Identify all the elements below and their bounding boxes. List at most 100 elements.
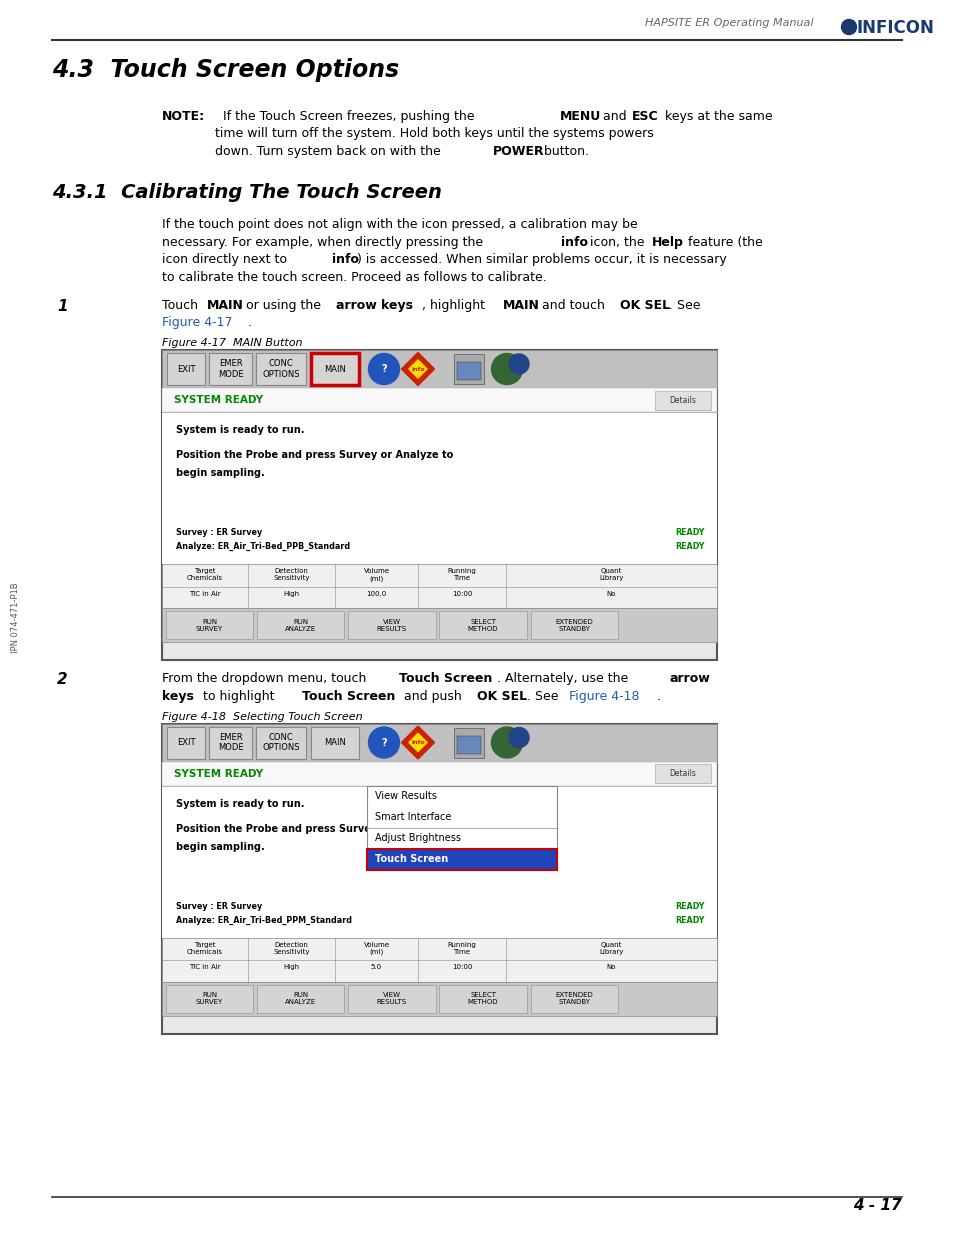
Text: NOTE:: NOTE: xyxy=(162,110,205,124)
Bar xyxy=(655,764,710,783)
Text: TIC in Air: TIC in Air xyxy=(189,590,220,597)
Polygon shape xyxy=(409,359,427,378)
Bar xyxy=(166,611,253,638)
Text: Quant
Library: Quant Library xyxy=(598,568,623,580)
Text: button.: button. xyxy=(539,144,588,158)
Text: begin sampling.: begin sampling. xyxy=(175,468,265,478)
Text: Detection
Sensitivity: Detection Sensitivity xyxy=(273,568,310,580)
Text: 5.0: 5.0 xyxy=(371,965,381,971)
Circle shape xyxy=(491,727,522,758)
Circle shape xyxy=(368,353,399,384)
Text: EXTENDED
STANDBY: EXTENDED STANDBY xyxy=(555,992,593,1005)
Bar xyxy=(167,726,205,758)
Text: Running
Time: Running Time xyxy=(447,941,476,955)
Text: 4.3.1  Calibrating The Touch Screen: 4.3.1 Calibrating The Touch Screen xyxy=(52,183,441,203)
Text: 4.3  Touch Screen Options: 4.3 Touch Screen Options xyxy=(52,58,399,82)
Bar xyxy=(439,984,526,1013)
Text: 10:00: 10:00 xyxy=(452,965,472,971)
Bar xyxy=(162,412,717,564)
Text: arrow: arrow xyxy=(668,672,709,685)
Text: Details: Details xyxy=(669,769,696,778)
Text: INFICON: INFICON xyxy=(855,19,933,37)
Text: info: info xyxy=(332,253,358,266)
Bar xyxy=(162,564,717,608)
Text: READY: READY xyxy=(675,915,704,925)
Text: System is ready to run.: System is ready to run. xyxy=(175,799,304,809)
Text: READY: READY xyxy=(675,902,704,910)
Text: If the Touch Screen freezes, pushing the: If the Touch Screen freezes, pushing the xyxy=(214,110,478,124)
Text: Smart Interface: Smart Interface xyxy=(375,811,451,823)
Text: Volume
(ml): Volume (ml) xyxy=(363,568,389,582)
Bar xyxy=(348,611,435,638)
Polygon shape xyxy=(401,726,434,760)
Text: or using the: or using the xyxy=(242,299,325,311)
Bar xyxy=(162,724,717,1034)
Bar xyxy=(162,350,717,388)
Text: If the touch point does not align with the icon pressed, a calibration may be: If the touch point does not align with t… xyxy=(162,219,638,231)
Text: RUN
SURVEY: RUN SURVEY xyxy=(195,619,223,631)
Text: Help: Help xyxy=(651,236,683,248)
Polygon shape xyxy=(401,352,434,385)
Bar xyxy=(162,350,717,659)
Text: Adjust Brightness: Adjust Brightness xyxy=(375,832,460,844)
Bar xyxy=(166,984,253,1013)
Text: . See: . See xyxy=(668,299,700,311)
Text: feature (the: feature (the xyxy=(683,236,762,248)
Text: READY: READY xyxy=(675,542,704,551)
Text: 100.0: 100.0 xyxy=(366,590,386,597)
Text: High: High xyxy=(283,590,299,597)
Text: 2: 2 xyxy=(57,672,68,687)
Text: EMER
MODE: EMER MODE xyxy=(217,359,243,379)
Bar xyxy=(162,724,717,762)
Text: Figure 4-18  Selecting Touch Screen: Figure 4-18 Selecting Touch Screen xyxy=(162,711,362,721)
Text: IPN 074-471-P1B: IPN 074-471-P1B xyxy=(10,582,19,653)
Text: POWER: POWER xyxy=(493,144,544,158)
Text: VIEW
RESULTS: VIEW RESULTS xyxy=(376,992,407,1005)
Bar xyxy=(439,611,526,638)
Bar xyxy=(162,762,717,785)
Bar xyxy=(162,937,717,982)
Circle shape xyxy=(509,727,529,747)
Bar xyxy=(456,362,480,380)
Text: arrow keys: arrow keys xyxy=(335,299,413,311)
Bar xyxy=(454,354,483,384)
Text: RUN
ANALYZE: RUN ANALYZE xyxy=(285,619,316,631)
Text: HAPSITE ER Operating Manual: HAPSITE ER Operating Manual xyxy=(644,19,813,28)
Text: 4 - 17: 4 - 17 xyxy=(852,1198,901,1213)
Text: time will turn off the system. Hold both keys until the systems powers: time will turn off the system. Hold both… xyxy=(214,127,653,141)
Text: icon directly next to: icon directly next to xyxy=(162,253,291,266)
Bar xyxy=(257,984,344,1013)
Text: Detection
Sensitivity: Detection Sensitivity xyxy=(273,941,310,955)
Circle shape xyxy=(509,354,529,374)
Text: begin sampling.: begin sampling. xyxy=(175,841,265,851)
Text: View Results: View Results xyxy=(375,790,436,802)
Text: MENU: MENU xyxy=(559,110,600,124)
Text: No: No xyxy=(606,590,616,597)
Circle shape xyxy=(491,353,522,384)
Text: 1: 1 xyxy=(57,299,68,314)
Text: and push: and push xyxy=(399,689,465,703)
Text: READY: READY xyxy=(675,529,704,537)
Text: Target
Chemicals: Target Chemicals xyxy=(187,941,223,955)
Text: ?: ? xyxy=(381,364,386,374)
Text: MAIN: MAIN xyxy=(324,739,346,747)
Bar xyxy=(454,727,483,757)
Text: RUN
SURVEY: RUN SURVEY xyxy=(195,992,223,1005)
Text: info: info xyxy=(560,236,587,248)
Bar xyxy=(162,388,717,412)
Text: High: High xyxy=(283,965,299,971)
Text: EXTENDED
STANDBY: EXTENDED STANDBY xyxy=(555,619,593,631)
Bar xyxy=(655,390,710,410)
Text: EXIT: EXIT xyxy=(176,739,195,747)
Text: keys: keys xyxy=(162,689,193,703)
Text: Position the Probe and press Survey or Analyze to: Position the Probe and press Survey or A… xyxy=(175,824,453,834)
Bar xyxy=(311,353,358,385)
Text: 10:00: 10:00 xyxy=(452,590,472,597)
Text: down. Turn system back on with the: down. Turn system back on with the xyxy=(214,144,444,158)
Polygon shape xyxy=(409,734,427,752)
Text: VIEW
RESULTS: VIEW RESULTS xyxy=(376,619,407,631)
Text: ) is accessed. When similar problems occur, it is necessary: ) is accessed. When similar problems occ… xyxy=(356,253,726,266)
Circle shape xyxy=(368,727,399,758)
Text: Volume
(ml): Volume (ml) xyxy=(363,941,389,955)
Text: Touch Screen: Touch Screen xyxy=(398,672,492,685)
